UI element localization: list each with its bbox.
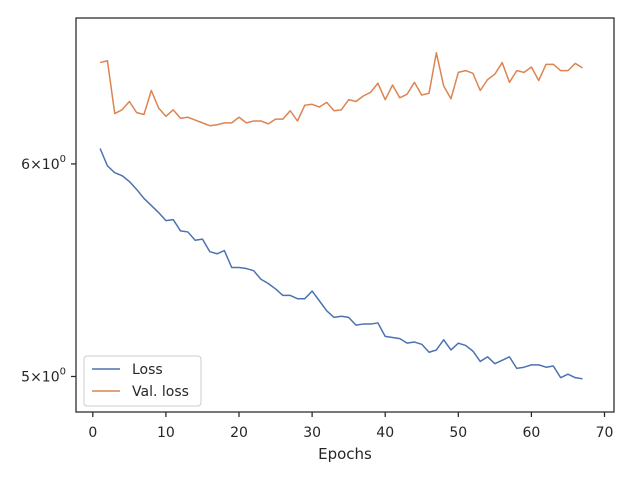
x-tick-label: 10 <box>157 425 175 441</box>
x-tick-label: 30 <box>303 425 321 441</box>
series-line-1 <box>99 52 583 127</box>
x-tick-label: 60 <box>522 425 540 441</box>
y-tick-label: 6×100 <box>21 154 66 173</box>
legend-label-0: Loss <box>132 362 163 378</box>
x-tick-label: 20 <box>230 425 248 441</box>
x-tick-label: 0 <box>88 425 97 441</box>
legend-label-1: Val. loss <box>132 384 189 400</box>
series-layer <box>99 52 583 380</box>
x-axis-label: Epochs <box>318 445 372 463</box>
legend: Loss Val. loss <box>83 355 202 407</box>
y-tick-exponent: 0 <box>60 366 66 377</box>
x-tick-label: 50 <box>449 425 467 441</box>
x-tick-label: 70 <box>596 425 614 441</box>
plot-frame <box>75 17 615 413</box>
y-tick-base: 6×10 <box>21 157 59 173</box>
x-axis: 0 10 20 30 40 50 60 70 <box>88 412 613 441</box>
y-tick-label: 5×100 <box>21 366 66 385</box>
y-tick-base: 5×10 <box>21 369 59 385</box>
y-tick-exponent: 0 <box>60 154 66 165</box>
x-tick-label: 40 <box>376 425 394 441</box>
series-line-0 <box>99 148 583 380</box>
